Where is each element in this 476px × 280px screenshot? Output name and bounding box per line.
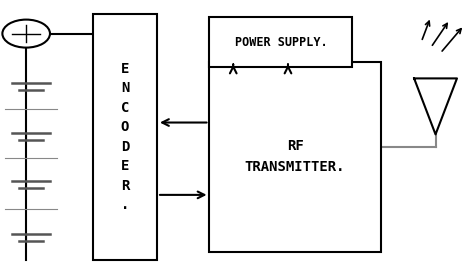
Circle shape — [2, 20, 50, 48]
Bar — [209, 17, 352, 67]
Text: POWER SUPPLY.: POWER SUPPLY. — [235, 36, 327, 48]
Text: RF
TRANSMITTER.: RF TRANSMITTER. — [245, 139, 346, 174]
Text: E
N
C
O
D
E
R
.: E N C O D E R . — [121, 62, 129, 213]
Bar — [93, 14, 157, 260]
Bar — [209, 62, 381, 252]
